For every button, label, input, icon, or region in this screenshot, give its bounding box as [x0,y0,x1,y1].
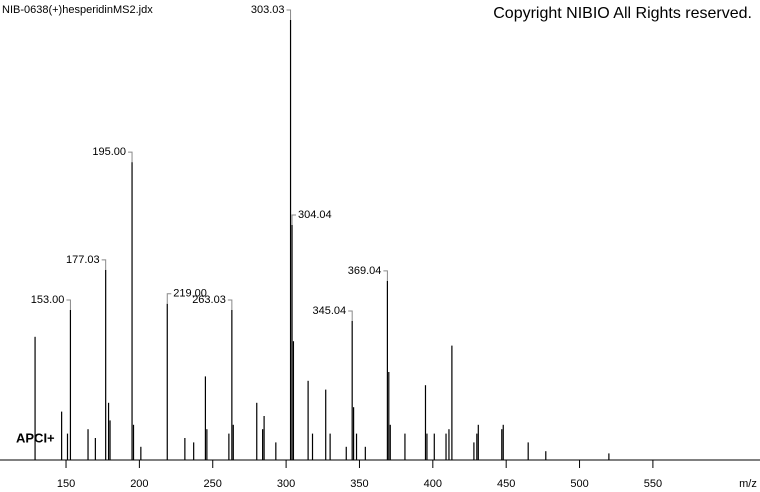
x-tick-label: 150 [57,478,75,490]
x-tick-label: 500 [570,478,588,490]
x-axis-label: m/z [739,478,757,490]
label-bracket [348,310,353,321]
label-bracket [383,270,388,281]
x-tick-label: 200 [130,478,148,490]
x-tick-label: 450 [497,478,515,490]
x-tick-label: 250 [204,478,222,490]
label-bracket [101,259,107,270]
peak-label: 345.04 [313,305,347,317]
x-tick-label: 350 [350,478,368,490]
peak-label: 303.03 [251,4,285,16]
label-bracket [66,299,71,310]
peak-label: 263.03 [192,294,226,306]
peak-label: 177.03 [66,254,100,266]
peak-label: 304.04 [298,209,332,221]
label-bracket [166,293,172,304]
x-tick-label: 400 [424,478,442,490]
copyright: Copyright NIBIO All Rights reserved. [493,5,752,22]
chart-title: NIB-0638(+)hesperidinMS2.jdx [2,4,153,16]
peak-label: 369.04 [348,265,382,277]
label-bracket [128,151,133,163]
label-bracket [227,299,233,310]
peak-label: 153.00 [31,294,65,306]
label-bracket [291,214,297,226]
x-tick-label: 300 [277,478,295,490]
label-bracket [286,9,292,20]
x-tick-label: 550 [644,478,662,490]
peak-label: 195.00 [92,146,126,158]
peak-label: 219.00 [173,288,207,300]
